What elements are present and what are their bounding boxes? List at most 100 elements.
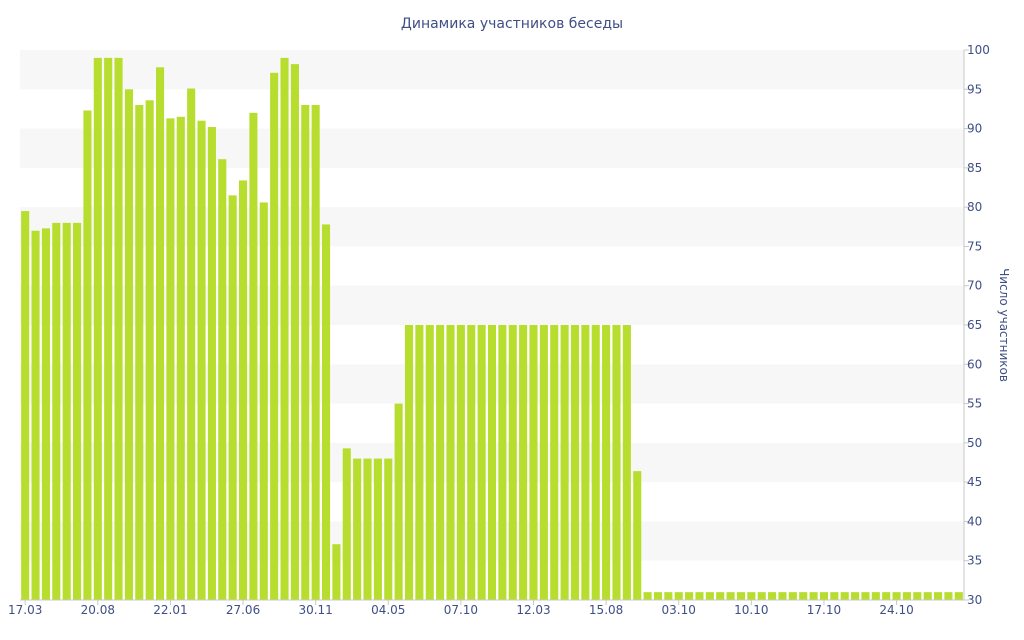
bar <box>716 592 725 600</box>
bar <box>446 325 455 600</box>
bar <box>207 127 216 600</box>
bar <box>539 325 548 600</box>
bar <box>73 222 82 601</box>
bar <box>415 325 424 600</box>
bar <box>394 403 403 600</box>
x-tick-label: 20.08 <box>81 603 115 617</box>
bar <box>52 222 61 601</box>
bar <box>923 592 932 600</box>
x-tick-label: 07.10 <box>444 603 478 617</box>
bar <box>944 592 953 600</box>
bar <box>41 228 50 601</box>
bar <box>166 118 175 601</box>
bar <box>436 325 445 600</box>
bar <box>902 592 911 600</box>
bar <box>104 57 113 601</box>
bar <box>954 592 963 600</box>
x-tick-label: 10.10 <box>734 603 768 617</box>
bar <box>176 116 185 600</box>
bar <box>612 325 621 600</box>
bar <box>788 592 797 600</box>
x-tick-label: 24.10 <box>879 603 913 617</box>
bar <box>425 325 434 600</box>
bar <box>249 112 258 601</box>
bar <box>156 67 165 601</box>
bar <box>187 88 196 600</box>
bar <box>602 325 611 600</box>
bar <box>508 325 517 600</box>
bar <box>93 57 102 601</box>
y-tick-label: 50 <box>967 436 982 450</box>
bar <box>228 195 237 601</box>
y-tick-label: 90 <box>967 122 982 136</box>
bar <box>736 592 746 600</box>
bar <box>83 110 92 600</box>
bar <box>695 592 704 600</box>
bar <box>384 458 393 600</box>
x-tick-label: 30.11 <box>298 603 332 617</box>
y-tick-label: 65 <box>967 318 982 332</box>
bar <box>321 224 331 600</box>
bar <box>633 471 642 600</box>
x-tick-label: 04.05 <box>371 603 405 617</box>
bar <box>892 592 901 600</box>
bar <box>477 325 486 600</box>
bar <box>913 592 922 600</box>
bar <box>197 120 206 601</box>
bar <box>653 592 663 600</box>
y-tick-label: 70 <box>967 279 982 293</box>
bar <box>747 592 756 600</box>
bar <box>861 592 870 600</box>
y-tick-label: 100 <box>967 43 990 57</box>
chart-title: Динамика участников беседы <box>401 16 623 32</box>
bar <box>353 458 362 600</box>
bar <box>591 325 600 600</box>
x-tick-label: 17.10 <box>807 603 841 617</box>
bar <box>778 592 787 600</box>
bar <box>62 222 71 601</box>
bar <box>643 592 652 600</box>
bar <box>21 211 30 600</box>
bar <box>301 105 310 600</box>
bar <box>145 100 154 600</box>
y-axis-title: Число участников <box>997 268 1011 382</box>
bar <box>311 105 320 600</box>
bar <box>280 57 289 601</box>
y-tick-label: 60 <box>967 357 982 371</box>
bar <box>373 458 382 600</box>
bar <box>456 325 465 600</box>
bar <box>550 325 559 600</box>
bar <box>363 458 372 600</box>
bar <box>218 159 227 600</box>
x-tick-label: 22.01 <box>153 603 187 617</box>
bar <box>622 325 631 600</box>
bar <box>768 592 777 600</box>
bar <box>726 592 735 600</box>
bar <box>114 57 123 601</box>
bar <box>809 592 818 600</box>
bars <box>21 57 963 601</box>
bar <box>674 592 683 600</box>
bar <box>871 592 880 600</box>
bar <box>519 325 528 600</box>
bar <box>882 592 891 600</box>
bar <box>819 592 828 600</box>
y-tick-label: 30 <box>967 593 982 607</box>
y-axis-ticks: 30 35 40 45 50 55 60 65 70 75 80 85 90 95 100 <box>964 43 990 607</box>
y-tick-label: 95 <box>967 82 982 96</box>
bar <box>31 230 40 600</box>
bar <box>487 325 497 600</box>
grid-band <box>20 50 964 90</box>
bar <box>934 592 943 600</box>
bar <box>332 544 341 600</box>
y-tick-label: 75 <box>967 239 982 253</box>
bar <box>840 592 849 600</box>
y-tick-label: 40 <box>967 514 982 528</box>
bar <box>664 592 673 600</box>
x-tick-label: 12.03 <box>516 603 550 617</box>
bar <box>135 105 144 600</box>
bar <box>830 592 839 600</box>
y-tick-label: 85 <box>967 161 982 175</box>
bar <box>290 64 299 600</box>
bar <box>685 592 694 600</box>
